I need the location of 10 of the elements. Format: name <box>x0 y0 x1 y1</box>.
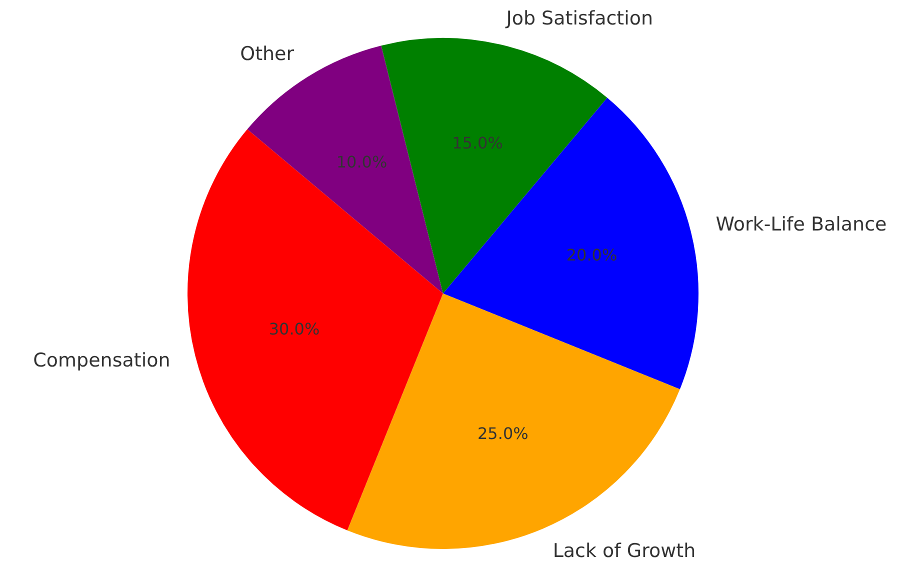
slice-label: Job Satisfaction <box>505 8 654 30</box>
data-label: 10.0% <box>336 152 388 172</box>
data-label: 25.0% <box>477 424 528 443</box>
data-label: 15.0% <box>452 133 503 152</box>
slice-label: Compensation <box>33 349 170 372</box>
slice-label: Work-Life Balance <box>716 213 887 236</box>
data-label: 30.0% <box>268 320 320 339</box>
slice-label: Other <box>240 43 294 66</box>
data-label: 20.0% <box>566 246 618 265</box>
slice-label: Lack of Growth <box>552 540 696 562</box>
